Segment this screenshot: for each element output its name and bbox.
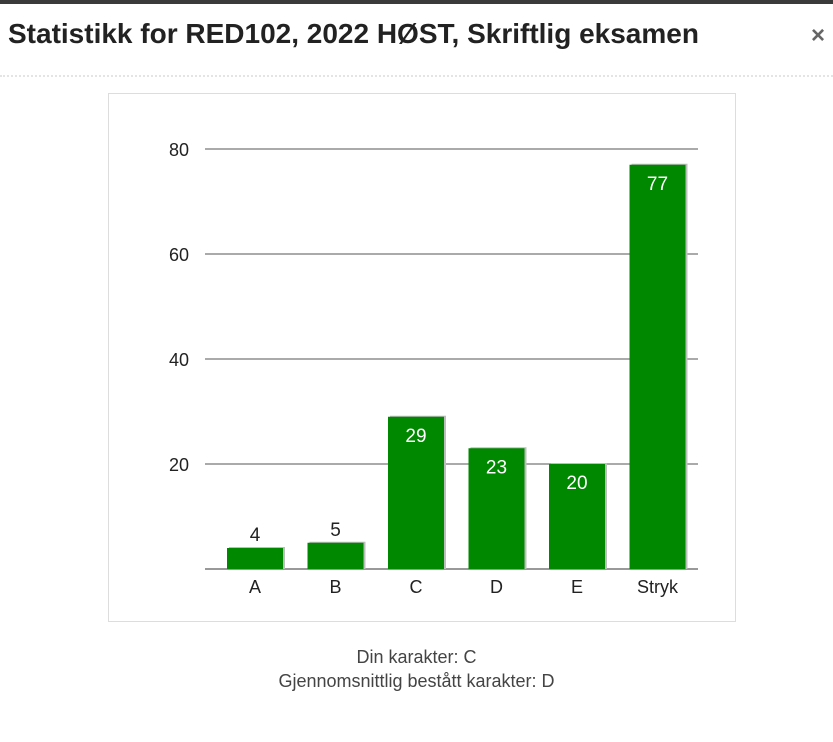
dialog-title: Statistikk for RED102, 2022 HØST, Skrift… [8, 18, 699, 49]
x-tick-label: C [410, 577, 423, 597]
top-border [0, 0, 833, 4]
x-tick-label: E [571, 577, 583, 597]
bar-value-label: 29 [405, 426, 426, 447]
bar-A [227, 548, 283, 569]
bar-D [468, 448, 525, 569]
bar-value-label: 20 [566, 473, 587, 494]
bar-value-label: 4 [250, 525, 261, 546]
x-tick-label: D [490, 577, 503, 597]
bar-value-label: 5 [330, 520, 341, 541]
chart-container: 20 40 60 80 4 A 5 B 29 C 23 D 20 E 77 Stryk [108, 93, 736, 622]
y-tick-label: 80 [169, 140, 189, 160]
bar-E [549, 464, 605, 569]
close-icon[interactable]: × [810, 22, 825, 49]
grid-layer [205, 148, 698, 570]
bar-C [388, 416, 444, 569]
bar-value-label: 23 [486, 457, 507, 478]
average-grade-text: Gjennomsnittlig bestått karakter: D [278, 671, 555, 691]
header-divider [0, 75, 833, 77]
bar-Stryk [629, 164, 686, 569]
x-tick-label: A [249, 577, 261, 597]
y-tick-label: 60 [169, 245, 189, 265]
label-layer: 20 40 60 80 4 A 5 B 29 C 23 D 20 E 77 Stryk [169, 140, 679, 597]
bar-chart: 20 40 60 80 4 A 5 B 29 C 23 D 20 E 77 Stryk [169, 140, 698, 597]
bar-B [307, 542, 364, 569]
y-tick-label: 40 [169, 350, 189, 370]
x-tick-label: B [329, 577, 341, 597]
bar-value-label: 77 [647, 174, 668, 195]
your-grade-text: Din karakter: C [356, 647, 477, 667]
x-tick-label: Stryk [637, 577, 679, 597]
y-tick-label: 20 [169, 455, 189, 475]
bar-layer [227, 163, 688, 569]
